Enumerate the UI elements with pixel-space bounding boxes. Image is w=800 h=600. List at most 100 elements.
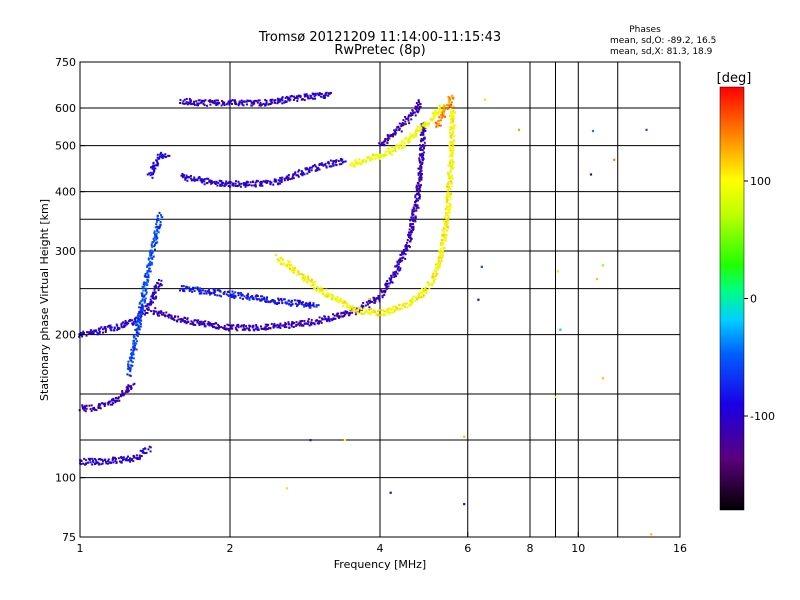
data-point — [258, 298, 261, 301]
data-point — [440, 258, 443, 261]
data-point — [411, 214, 414, 217]
data-point — [406, 249, 409, 252]
data-point — [93, 406, 96, 409]
data-point — [337, 316, 340, 319]
data-point — [422, 133, 425, 136]
data-point — [141, 293, 144, 296]
data-point — [204, 289, 207, 292]
data-point — [95, 409, 98, 412]
data-point — [279, 180, 282, 183]
data-point — [116, 324, 119, 327]
data-point — [353, 164, 356, 167]
data-point — [240, 293, 243, 296]
data-point — [326, 292, 329, 295]
data-point — [293, 96, 296, 99]
data-point — [400, 124, 403, 127]
data-point — [138, 317, 141, 320]
data-point — [411, 135, 414, 138]
data-point — [316, 169, 319, 172]
data-point — [419, 133, 422, 136]
data-point — [140, 305, 143, 308]
data-point — [260, 325, 263, 328]
data-point — [324, 162, 327, 165]
data-point — [333, 160, 336, 163]
data-point — [327, 315, 330, 318]
data-point — [156, 162, 159, 165]
data-point — [154, 226, 157, 229]
data-point — [112, 398, 115, 401]
data-point — [89, 457, 92, 460]
data-point — [409, 230, 412, 233]
data-point — [419, 175, 422, 178]
data-point — [225, 183, 228, 186]
data-point — [308, 169, 311, 172]
data-point — [378, 157, 381, 160]
data-point — [293, 269, 296, 272]
data-point — [122, 458, 125, 461]
data-point — [161, 216, 164, 219]
data-point — [140, 313, 143, 316]
data-point — [104, 460, 107, 463]
data-point — [96, 331, 99, 334]
data-point — [450, 117, 453, 120]
data-point — [398, 128, 401, 131]
data-point — [255, 325, 258, 328]
data-point — [98, 406, 101, 409]
data-point — [303, 93, 306, 96]
data-point — [111, 403, 114, 406]
data-point — [153, 232, 156, 235]
data-point — [365, 301, 368, 304]
data-point — [227, 329, 230, 332]
data-point — [420, 176, 423, 179]
data-point — [450, 167, 453, 170]
data-point — [410, 229, 413, 232]
data-point — [301, 173, 304, 176]
data-point — [421, 145, 424, 148]
data-point — [396, 307, 399, 310]
data-point — [407, 119, 410, 122]
data-point — [404, 115, 407, 118]
data-point — [414, 132, 417, 135]
data-point — [353, 307, 356, 310]
data-point — [130, 364, 133, 367]
data-point — [327, 294, 330, 297]
data-point — [396, 144, 399, 147]
data-point — [204, 320, 207, 323]
data-point — [415, 128, 418, 131]
data-point — [420, 129, 423, 132]
data-point — [237, 326, 240, 329]
data-point — [248, 183, 251, 186]
data-point — [452, 126, 455, 129]
data-point — [88, 404, 91, 407]
data-point — [152, 313, 155, 316]
data-point — [414, 129, 417, 132]
data-point — [269, 182, 272, 185]
data-point — [113, 457, 116, 460]
data-point — [650, 533, 653, 536]
data-point — [279, 327, 282, 330]
data-point — [419, 170, 422, 173]
data-point — [241, 103, 244, 106]
data-point — [240, 324, 243, 327]
data-point — [292, 95, 295, 98]
data-point — [147, 306, 150, 309]
data-point — [422, 138, 425, 141]
data-point — [408, 304, 411, 307]
data-point — [139, 449, 142, 452]
data-point — [274, 324, 277, 327]
data-point — [420, 139, 423, 142]
data-point — [355, 158, 358, 161]
data-point — [401, 251, 404, 254]
data-point — [116, 326, 119, 329]
data-point — [291, 321, 294, 324]
data-point — [243, 295, 246, 298]
data-point — [447, 95, 450, 98]
data-point — [214, 289, 217, 292]
data-point — [308, 306, 311, 309]
data-point — [417, 199, 420, 202]
data-point — [392, 149, 395, 152]
data-point — [277, 99, 280, 102]
data-point — [116, 397, 119, 400]
data-point — [368, 306, 371, 309]
